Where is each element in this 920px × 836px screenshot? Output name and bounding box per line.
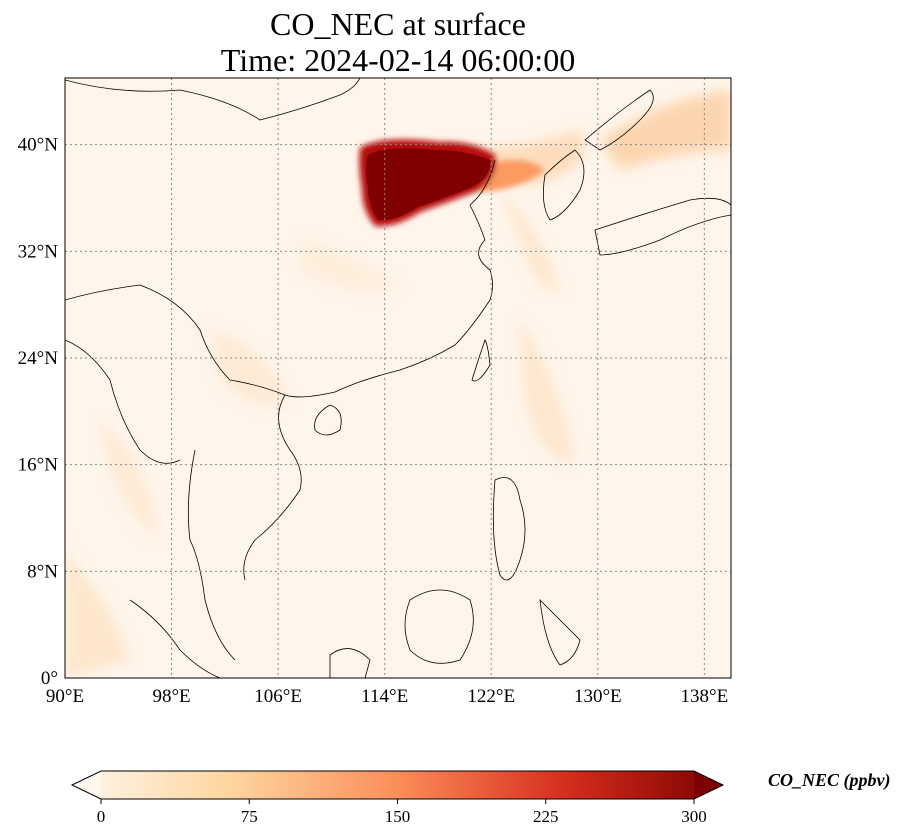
colorbar-tick-label: 150 bbox=[385, 807, 411, 826]
map-time-subtitle: Time: 2024-02-14 06:00:00 bbox=[220, 42, 576, 78]
lon-tick-label: 122°E bbox=[467, 686, 515, 707]
colorbar-tick-label: 0 bbox=[97, 807, 106, 826]
map-frame bbox=[64, 77, 732, 679]
colorbar-extend-high bbox=[694, 771, 723, 799]
lon-tick-label: 130°E bbox=[574, 686, 622, 707]
colorbar-gradient bbox=[72, 771, 723, 799]
gridlines bbox=[65, 78, 731, 678]
lat-tick-label: 32°N bbox=[18, 241, 59, 262]
lon-tick-label: 98°E bbox=[152, 686, 190, 707]
map-title: CO_NEC at surface bbox=[270, 6, 526, 42]
lat-tick-label: 40°N bbox=[18, 135, 59, 156]
colorbar: 0 75 150 225 300 bbox=[70, 770, 725, 826]
lon-tick-label: 106°E bbox=[254, 686, 302, 707]
colorbar-ticks: 0 75 150 225 300 bbox=[97, 799, 707, 826]
colorbar-tick-label: 300 bbox=[681, 807, 707, 826]
lon-tick-label: 138°E bbox=[681, 686, 729, 707]
lon-tick-label: 90°E bbox=[46, 686, 84, 707]
coastlines bbox=[65, 78, 731, 678]
lat-tick-label: 16°N bbox=[18, 455, 59, 476]
lat-tick-label: 8°N bbox=[27, 561, 58, 582]
colorbar-tick-label: 225 bbox=[533, 807, 559, 826]
lat-tick-label: 24°N bbox=[18, 348, 59, 369]
lat-tick-label: 0° bbox=[41, 668, 58, 689]
axis-ticks: 90°E 98°E 106°E 114°E 122°E 130°E 138°E 0° 8°N 16… bbox=[18, 135, 729, 707]
colorbar-extend-low bbox=[72, 771, 101, 799]
colorbar-tick-label: 75 bbox=[241, 807, 258, 826]
lon-tick-label: 114°E bbox=[361, 686, 408, 707]
colorbar-label: CO_NEC (ppbv) bbox=[768, 770, 891, 790]
concentration-field bbox=[65, 78, 731, 678]
